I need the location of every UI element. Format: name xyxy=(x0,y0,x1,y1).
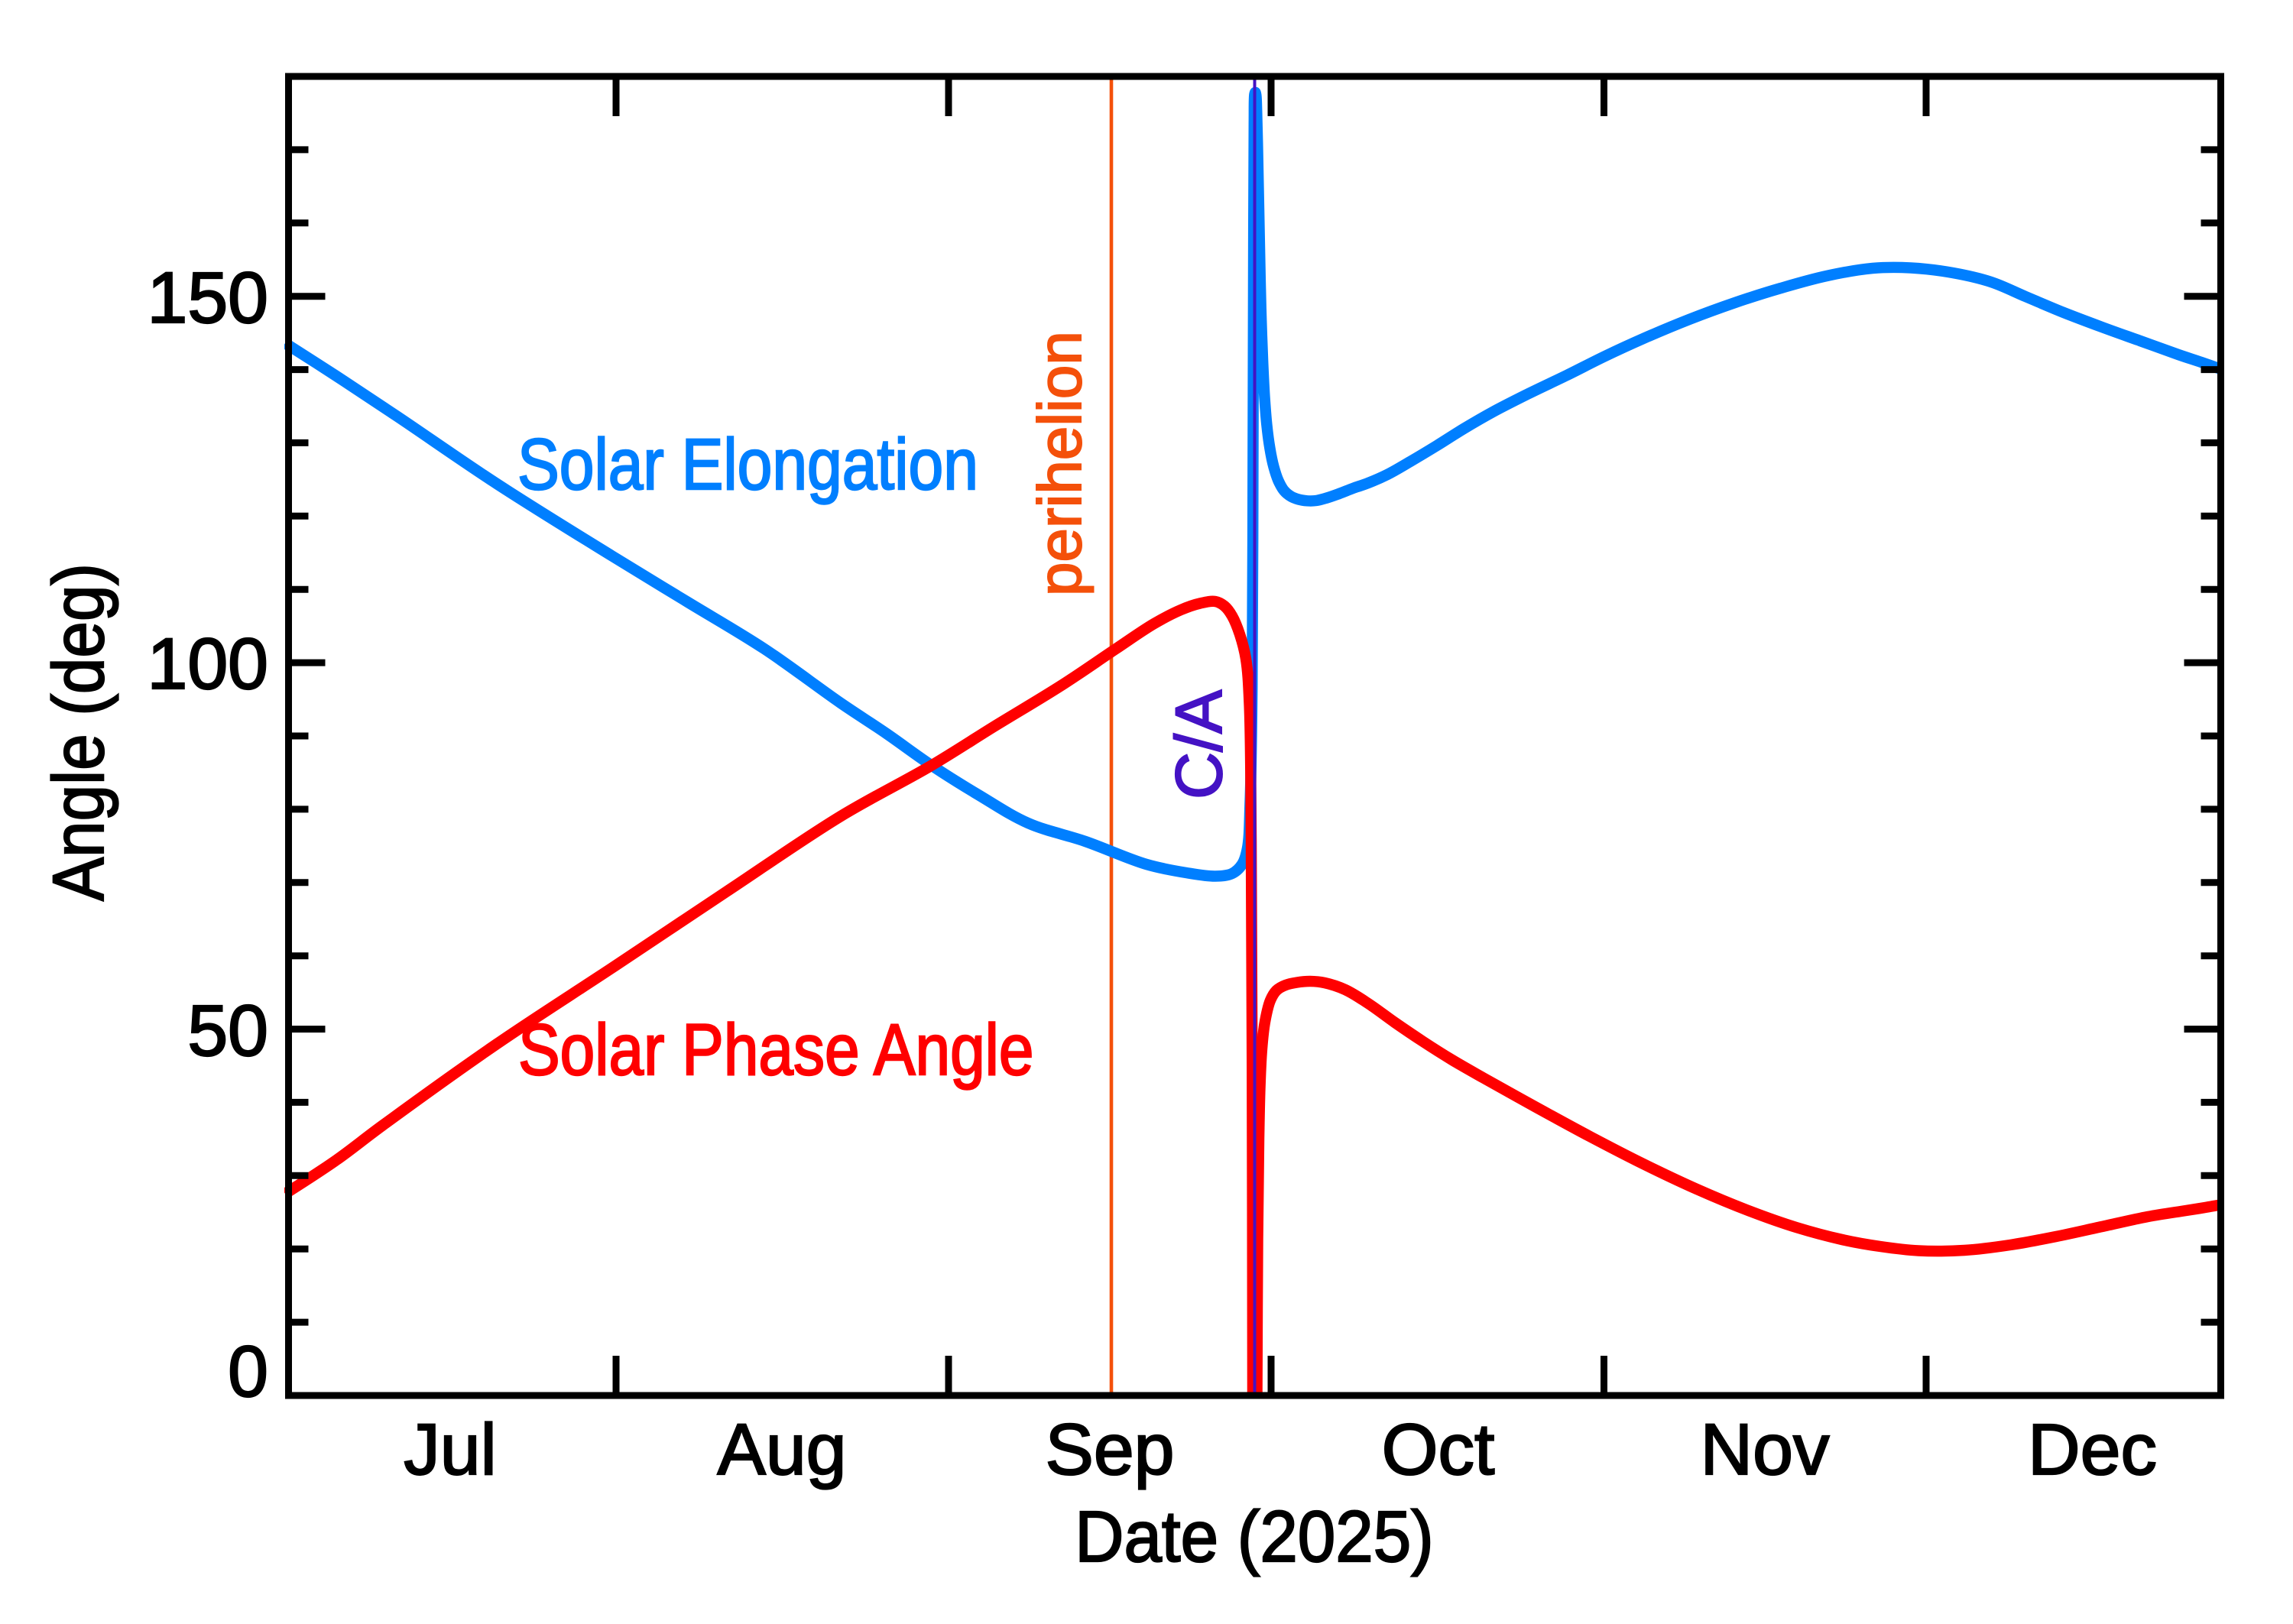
svg-text:Date (2025): Date (2025) xyxy=(1075,1496,1434,1577)
svg-text:Solar Phase Angle: Solar Phase Angle xyxy=(518,1009,1033,1090)
svg-text:50: 50 xyxy=(187,990,268,1071)
svg-text:Jul: Jul xyxy=(404,1409,496,1490)
svg-text:C/A: C/A xyxy=(1163,689,1236,799)
svg-text:0: 0 xyxy=(228,1331,268,1412)
svg-text:Angle (deg): Angle (deg) xyxy=(38,563,119,901)
svg-text:150: 150 xyxy=(147,258,268,339)
svg-text:perihelion: perihelion xyxy=(1026,331,1094,596)
svg-text:Solar Elongation: Solar Elongation xyxy=(517,423,978,504)
svg-text:Nov: Nov xyxy=(1701,1409,1830,1490)
svg-text:Dec: Dec xyxy=(2028,1409,2157,1490)
svg-text:100: 100 xyxy=(147,624,268,705)
svg-text:Oct: Oct xyxy=(1382,1409,1495,1490)
svg-text:Sep: Sep xyxy=(1045,1409,1174,1490)
svg-text:Aug: Aug xyxy=(717,1409,846,1490)
